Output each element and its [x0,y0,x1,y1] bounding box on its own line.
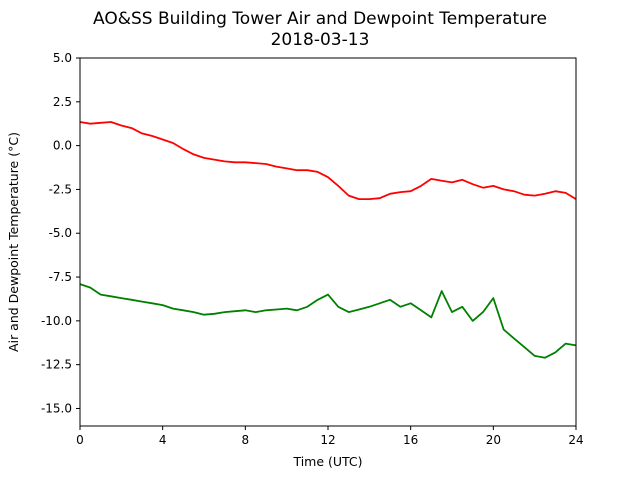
x-tick-label: 0 [76,433,84,447]
series-layer [79,121,577,359]
x-axis: 0 4 8 12 16 20 24 [76,426,584,447]
y-tick-label: -7.5 [49,270,72,284]
y-tick-label: -2.5 [49,182,72,196]
y-axis-label: Air and Dewpoint Temperature (°C) [6,132,21,352]
y-axis: 5.0 2.5 0.0 -2.5 -5.0 -7.5 -10.0 -12.5 -15.0 [41,51,80,415]
chart-subtitle: 2018-03-13 [271,30,370,50]
y-tick-label: -12.5 [41,358,72,372]
chart-title: AO&SS Building Tower Air and Dewpoint Te… [93,9,547,29]
y-tick-label: 5.0 [53,51,72,65]
dewpoint-temperature-line [79,283,577,359]
x-tick-label: 20 [486,433,501,447]
x-tick-label: 4 [159,433,167,447]
x-tick-label: 12 [320,433,335,447]
x-tick-label: 16 [403,433,418,447]
x-tick-label: 8 [242,433,250,447]
y-tick-label: 2.5 [53,95,72,109]
y-tick-label: 0.0 [53,139,72,153]
y-tick-label: -5.0 [49,226,72,240]
y-tick-label: -15.0 [41,401,72,415]
x-axis-label: Time (UTC) [292,454,362,469]
x-tick-label: 24 [568,433,583,447]
air-temperature-line [79,121,577,201]
y-tick-label: -10.0 [41,314,72,328]
